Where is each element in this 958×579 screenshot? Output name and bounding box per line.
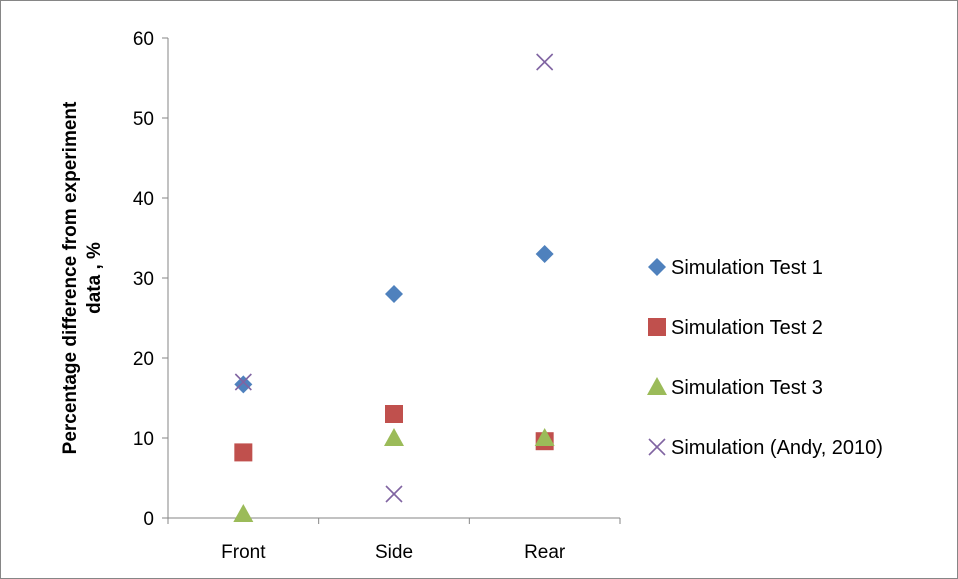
x-marker-stroke (536, 53, 554, 71)
legend-label-series-2: Simulation Test 2 (671, 317, 823, 339)
axes (162, 37, 621, 524)
data-point-series-3 (233, 504, 254, 522)
legend-marker-series-3 (647, 377, 667, 395)
legend-marker-series-1 (648, 258, 666, 276)
y-axis-title: Percentage difference from experiment da… (60, 101, 105, 454)
x-tick-label: Side (375, 542, 413, 563)
legend-marker-series-4 (648, 438, 666, 456)
legend-label-series-4: Simulation (Andy, 2010) (671, 437, 883, 459)
data-point-series-3 (384, 428, 404, 446)
data-point-series-4 (536, 53, 554, 71)
data-point-series-2 (385, 405, 403, 423)
x-marker-stroke (648, 438, 666, 456)
y-tick-label: 20 (133, 349, 154, 370)
data-point-series-1 (385, 285, 403, 303)
y-tick-label: 50 (133, 109, 154, 130)
data-point-series-4 (385, 485, 403, 503)
y-tick-label: 10 (133, 429, 154, 450)
y-tick-label: 60 (133, 29, 154, 50)
y-tick-label: 0 (143, 509, 154, 530)
y-axis-title-line-2: data , % (84, 242, 105, 314)
legend-marker-series-2 (648, 318, 666, 336)
data-point-series-2 (234, 443, 253, 462)
y-tick-label: 40 (133, 189, 154, 210)
y-tick-label: 30 (133, 269, 154, 290)
data-point-series-4 (234, 373, 252, 391)
y-axis-title-line-1: Percentage difference from experiment (60, 101, 81, 454)
tick-labels: 0 10 20 30 40 50 60 Front Side Rear (133, 29, 566, 563)
legend: Simulation Test 1 Simulation Test 2 Simula… (647, 257, 883, 459)
legend-label-series-1: Simulation Test 1 (671, 257, 823, 279)
x-marker-stroke (385, 485, 403, 503)
legend-label-series-3: Simulation Test 3 (671, 377, 823, 399)
data-point-series-3 (534, 428, 555, 446)
x-tick-label: Front (221, 542, 266, 563)
data-points (233, 53, 555, 522)
x-marker-stroke (234, 373, 252, 391)
x-tick-label: Rear (524, 542, 566, 563)
data-point-series-1 (234, 375, 253, 394)
data-point-series-1 (535, 245, 554, 263)
